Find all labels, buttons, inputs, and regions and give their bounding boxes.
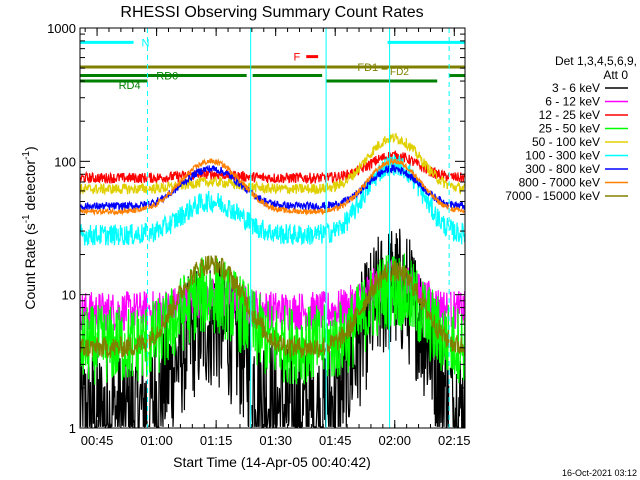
y-axis: 1 10 100 1000	[47, 21, 465, 436]
plot-frame	[79, 27, 466, 429]
x-tick-label-4: 01:45	[319, 433, 352, 448]
x-tick-label-3: 01:30	[259, 433, 292, 448]
flag-label-rd0: RD0	[156, 71, 178, 83]
legend-header-line2: Att 0	[603, 68, 628, 82]
chart-title: RHESSI Observing Summary Count Rates	[120, 4, 423, 21]
x-tick-label-2: 01:15	[200, 433, 233, 448]
x-tick-label-5: 02:00	[378, 433, 411, 448]
x-tick-label-1: 01:00	[140, 433, 173, 448]
legend-label-2: 12 - 25 keV	[539, 108, 600, 122]
legend-label-4: 50 - 100 keV	[532, 135, 600, 149]
legend-header-line1: Det 1,3,4,5,6,9,	[555, 54, 637, 68]
y-axis-label-part2: detector	[22, 160, 38, 215]
x-axis-label: Start Time (14-Apr-05 00:40:42)	[173, 454, 371, 470]
legend-label-0: 3 - 6 keV	[552, 81, 600, 95]
flag-label-f: F	[294, 52, 301, 64]
flag-label-fd1: FD1	[357, 62, 378, 74]
y-axis-label-sup2: -1	[21, 151, 32, 160]
legend-label-7: 800 - 7000 keV	[519, 176, 600, 190]
y-axis-label-sup1: -1	[21, 214, 32, 223]
x-axis: 00:45 01:00 01:15 01:30 01:45 02:00 02:15	[81, 28, 471, 448]
series-line-7	[80, 158, 465, 216]
series-line-6	[80, 164, 465, 212]
y-axis-label-part1: Count Rate (s	[22, 223, 38, 309]
legend-label-1: 6 - 12 keV	[545, 95, 600, 109]
legend-label-8: 7000 - 15000 keV	[505, 189, 600, 203]
legend-label-6: 300 - 800 keV	[525, 162, 600, 176]
series-line-5	[80, 154, 465, 247]
footer-date: 16-Oct-2021 03:12	[562, 468, 637, 478]
y-tick-label-2: 100	[54, 154, 76, 169]
y-axis-label-part3: )	[22, 146, 38, 151]
x-tick-label-6: 02:15	[438, 433, 471, 448]
flag-label-rd4: RD4	[119, 80, 141, 92]
series-line-4	[80, 132, 465, 196]
flag-bars: N F FD1 FD2 RD0 RD4	[80, 37, 465, 92]
legend-label-3: 25 - 50 keV	[539, 122, 600, 136]
series-line-8	[80, 255, 465, 359]
y-tick-label-3: 1000	[47, 21, 76, 36]
y-tick-label-1: 10	[62, 288, 76, 303]
flag-label-fd2: FD2	[390, 67, 409, 78]
flag-label-n: N	[142, 37, 150, 49]
y-tick-label-0: 1	[69, 421, 76, 436]
y-axis-label: Count Rate (s-1 detector-1)	[21, 146, 38, 309]
legend-label-5: 100 - 300 keV	[525, 149, 600, 163]
series-group	[80, 132, 465, 428]
x-tick-label-0: 00:45	[81, 433, 114, 448]
